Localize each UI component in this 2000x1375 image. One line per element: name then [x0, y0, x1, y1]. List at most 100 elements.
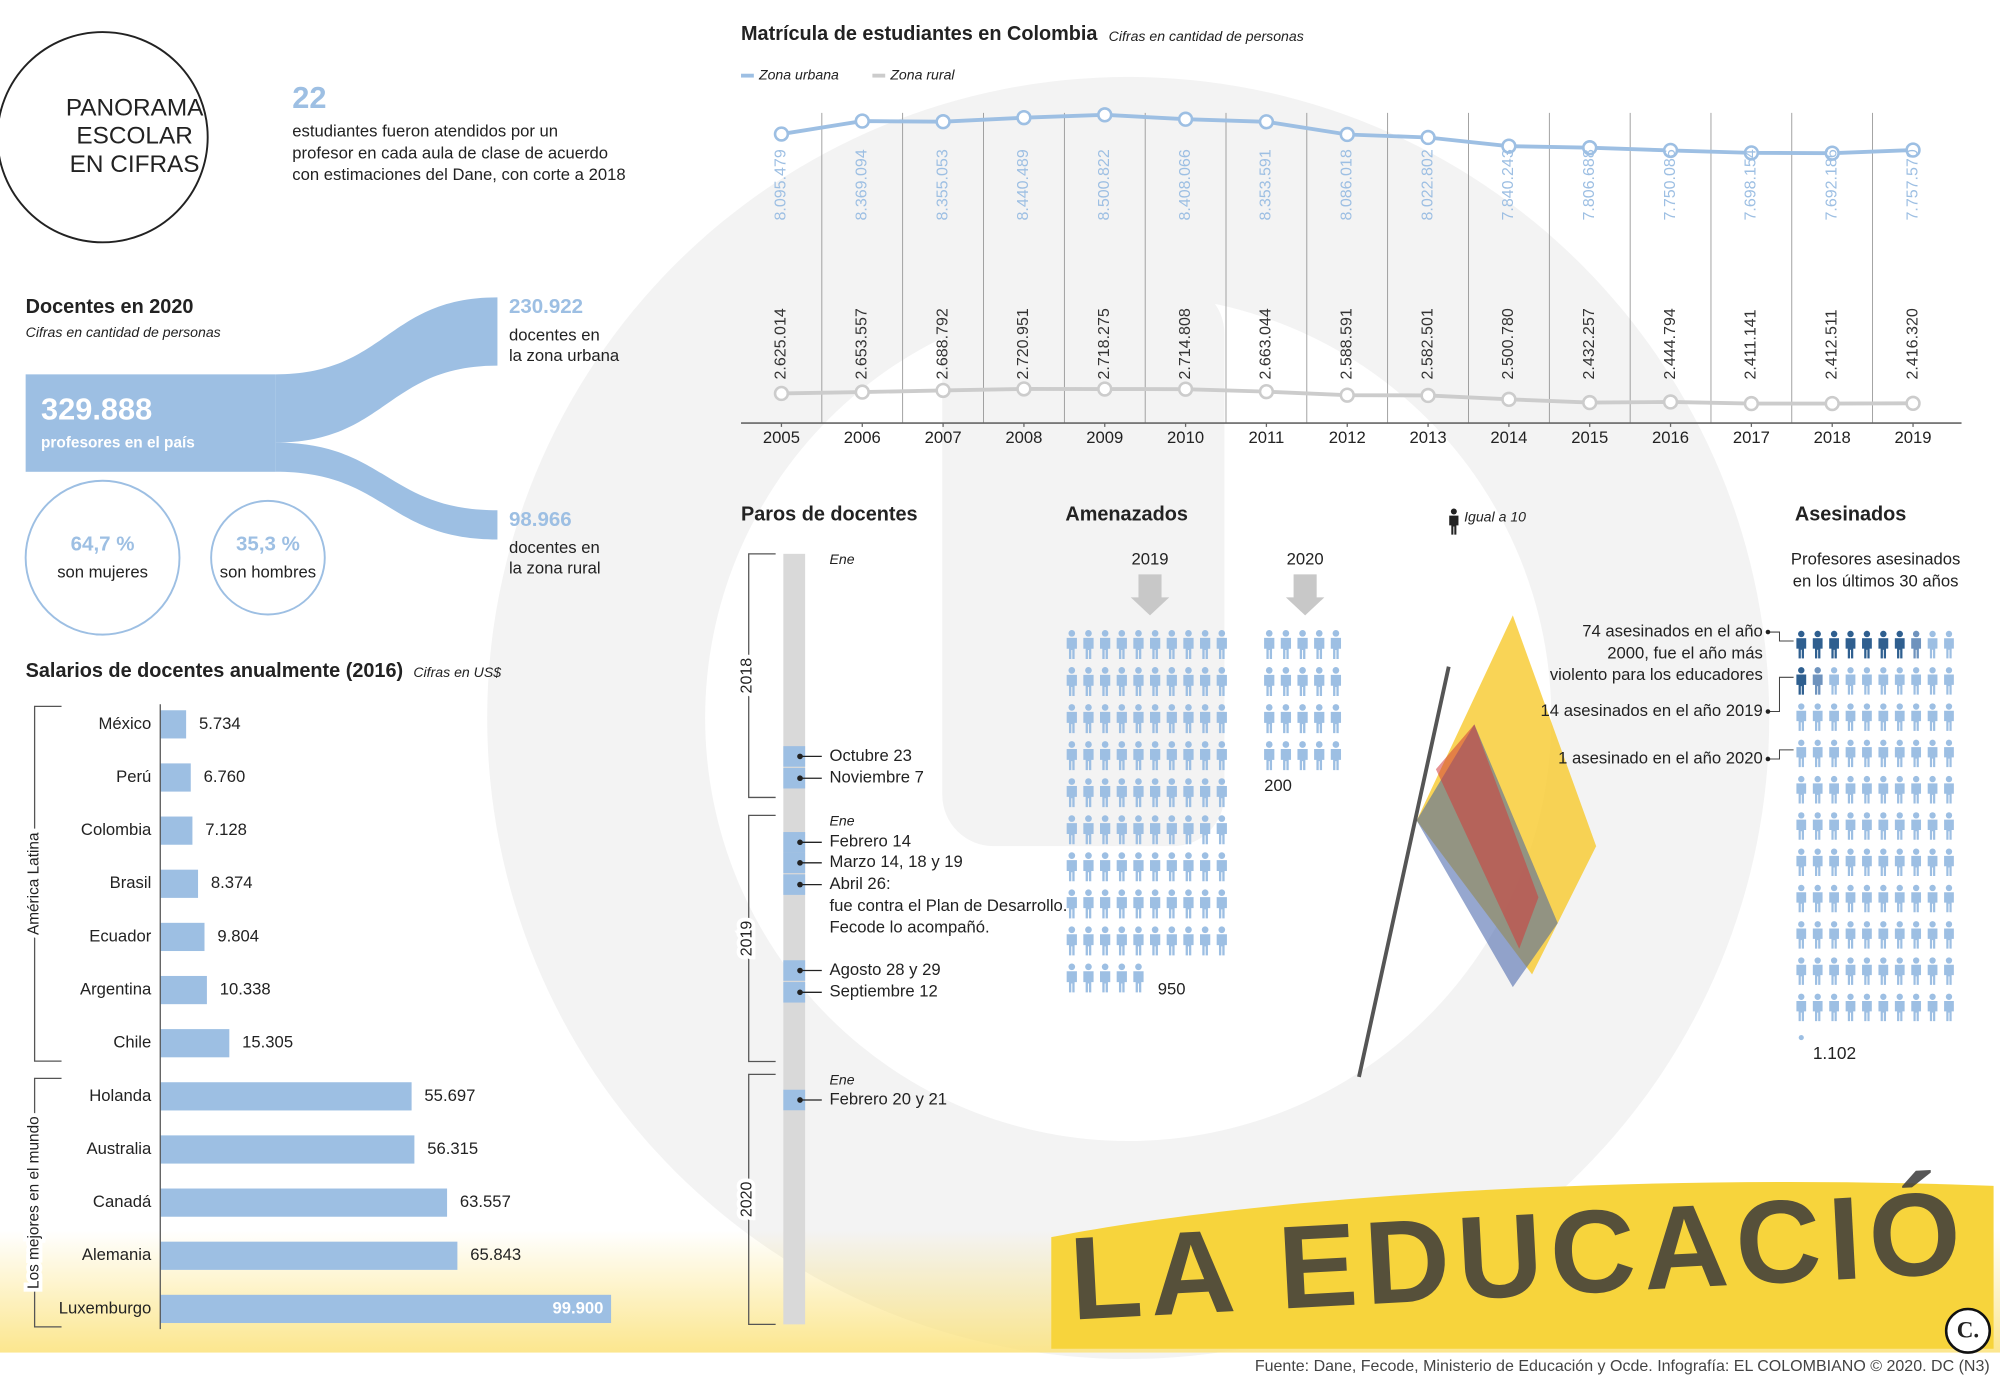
person-icon [1927, 739, 1938, 768]
person-head [1847, 703, 1854, 710]
person-body [1216, 897, 1227, 919]
person-body [1894, 638, 1905, 659]
person-icon [1894, 630, 1905, 659]
total-box [25, 374, 276, 472]
data-point [1177, 111, 1194, 127]
person-head [1135, 704, 1142, 711]
person-head [1068, 963, 1076, 971]
person-head [1118, 963, 1126, 971]
person-icon [1862, 630, 1872, 659]
person-icon [1200, 889, 1211, 919]
person-head [1945, 630, 1953, 638]
person-icon [1066, 630, 1077, 659]
person-head [1085, 741, 1092, 748]
person-head [1168, 778, 1176, 785]
person-head [1814, 739, 1821, 746]
person-icon [1878, 775, 1889, 804]
person-head [1282, 704, 1290, 711]
person-icon [1133, 889, 1144, 919]
event-label: Noviembre 7 [829, 768, 923, 787]
person-icon [1911, 957, 1922, 985]
person-icon [1845, 630, 1856, 659]
person-head [1830, 848, 1838, 855]
event-marker [783, 852, 806, 874]
person-body [1927, 1001, 1938, 1022]
person-head [1135, 852, 1142, 859]
person-icon [1330, 667, 1342, 697]
person-body [1911, 964, 1922, 985]
header-stat: 22 [292, 80, 326, 115]
person-icon [1796, 630, 1807, 659]
person-body [1216, 786, 1227, 808]
person-head [1151, 852, 1159, 859]
x-tick-label: 2017 [1733, 428, 1770, 447]
person-body [1297, 674, 1308, 697]
person-head [1814, 775, 1821, 783]
person-head [1151, 667, 1159, 674]
person-body [1200, 674, 1211, 697]
person-head [1282, 741, 1290, 748]
person-body [1066, 971, 1077, 993]
person-body [1314, 637, 1325, 659]
event-label: Agosto 28 y 29 [829, 960, 940, 979]
share-value: 64,7 % [71, 532, 135, 555]
person-head [1929, 739, 1936, 746]
person-head [1118, 778, 1126, 785]
person-body [1280, 637, 1292, 659]
person-icon [1330, 741, 1342, 771]
person-icon [1066, 852, 1077, 882]
person-icon [1862, 667, 1872, 695]
group-label: América Latina [26, 832, 43, 935]
person-icon [1944, 667, 1954, 695]
person-icon [1133, 778, 1144, 808]
person-body [1314, 711, 1325, 734]
person-body [1927, 964, 1938, 985]
person-head [1880, 884, 1887, 892]
person-icon [1862, 957, 1872, 985]
data-point [1662, 142, 1679, 159]
person-head [1945, 775, 1953, 783]
person-icon [1083, 667, 1094, 697]
person-icon [1200, 778, 1211, 808]
person-head [1118, 889, 1126, 897]
person-head [1151, 926, 1159, 934]
person-head [1880, 957, 1887, 964]
person-head [1085, 963, 1092, 971]
bar [160, 1294, 612, 1324]
data-point [935, 114, 951, 130]
annotation-text: violento para los educadores [1550, 665, 1763, 684]
person-icon [1911, 739, 1922, 768]
x-tick-label: 2011 [1248, 428, 1284, 447]
flag-red [1435, 724, 1539, 949]
person-head [1863, 921, 1871, 928]
annotation-dot [1765, 709, 1771, 714]
annotation-leader [1767, 631, 1794, 642]
person-body [1297, 748, 1308, 771]
person-body [1133, 711, 1144, 734]
person-icon [1845, 993, 1856, 1022]
person-head [1847, 848, 1854, 855]
person-icon [1911, 775, 1922, 804]
person-body [1894, 747, 1905, 768]
person-head [1332, 704, 1340, 711]
person-body [1200, 711, 1211, 734]
person-icon [1133, 630, 1144, 659]
person-head [1863, 884, 1871, 892]
person-icon [1150, 778, 1161, 808]
person-head [1151, 778, 1159, 785]
person-body [1100, 897, 1111, 919]
person-body [1200, 637, 1211, 659]
x-tick-label: 2007 [925, 428, 962, 447]
person-body [1911, 710, 1922, 731]
header-title: PANORAMA [66, 94, 204, 121]
person-icon [1200, 704, 1211, 734]
person-icon [1911, 993, 1922, 1022]
person-icon [1116, 889, 1127, 919]
person-head [1929, 957, 1936, 964]
year-label: 2018 [738, 658, 756, 694]
total-value: 329.888 [41, 392, 152, 427]
person-body [1083, 674, 1094, 697]
banner [1051, 1181, 1994, 1349]
legend-label: Zona urbana [758, 66, 839, 82]
person-head [1282, 667, 1290, 674]
